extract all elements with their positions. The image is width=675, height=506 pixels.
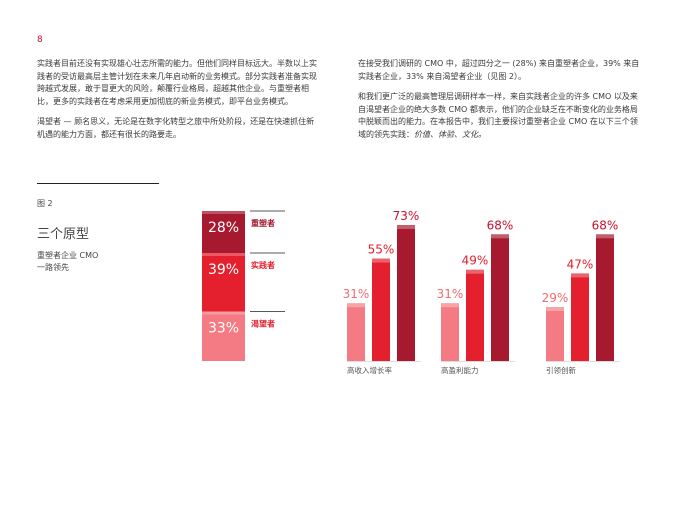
section-divider: [37, 183, 159, 184]
page-number: 8: [37, 35, 43, 45]
bar-band-2-2: [466, 269, 484, 274]
bar-band-1-2: [372, 258, 390, 263]
right-paragraph-2-emphasis: 价值、体验、文化。: [414, 129, 486, 139]
figure-label: 图 2: [37, 199, 53, 208]
bar-value-label-2-1: 31%: [437, 287, 464, 301]
group-category-label-3: 引领创新: [546, 365, 576, 375]
figure-subtitle-line-1: 重塑者企业 CMO: [37, 251, 99, 260]
figure-subtitle-line-2: 一路领先: [37, 263, 69, 272]
right-paragraph-2-text: 和我们更广泛的最高管理层调研样本一样，来自实践者企业的许多 CMO 以及来自渴望…: [358, 92, 638, 139]
bar-band-3-3: [596, 234, 614, 239]
stack-value-label-1: 28%: [208, 220, 239, 236]
stack-segment-band-1: [202, 211, 245, 214]
bar-3-2: [571, 273, 589, 361]
group-category-label-2: 高盈利能力: [441, 365, 479, 375]
bar-value-label-1-2: 55%: [368, 243, 395, 257]
left-paragraph-1: 实践者目前还没有实现雄心壮志所需的能力。但他们同样目标远大。半数以上实践者的受访…: [37, 59, 317, 106]
bar-value-label-2-3: 68%: [487, 218, 514, 232]
bar-value-label-1-1: 31%: [343, 287, 370, 301]
bar-3-3: [596, 234, 614, 361]
stack-segment-band-2: [202, 253, 245, 256]
bar-value-label-3-2: 47%: [567, 257, 594, 271]
stack-category-label-2: 实践者: [251, 260, 275, 270]
bar-1-1: [347, 303, 365, 361]
figure-title: 三个原型: [37, 227, 90, 242]
stack-segment-1: [202, 211, 245, 253]
bar-band-2-1: [441, 303, 459, 308]
right-paragraph-2: 和我们更广泛的最高管理层调研样本一样，来自实践者企业的许多 CMO 以及来自渴望…: [358, 91, 640, 141]
bar-2-1: [441, 303, 459, 361]
bar-value-label-2-2: 49%: [462, 254, 489, 268]
bar-band-1-3: [397, 225, 415, 229]
bar-value-label-3-1: 29%: [542, 291, 569, 305]
stack-value-label-3: 33%: [208, 321, 239, 337]
stack-segment-2: [202, 253, 245, 312]
bar-2-3: [491, 234, 509, 361]
bar-band-3-1: [546, 307, 564, 311]
bar-band-3-2: [571, 273, 589, 278]
stack-category-label-3: 渴望者: [251, 319, 275, 329]
stack-segment-band-3: [202, 311, 245, 315]
figure-subtitle: 重塑者企业 CMO 一路领先: [37, 250, 157, 274]
stack-value-label-2: 39%: [208, 262, 239, 278]
left-paragraph-2: 渴望者 — 顾名思义，无论是在数字化转型之旅中所处阶段，还是在快速抓住新机遇的能…: [37, 117, 315, 139]
bar-1-2: [372, 258, 390, 361]
bar-band-2-3: [491, 234, 509, 239]
group-category-label-1: 高收入增长率: [347, 365, 392, 375]
bar-1-3: [397, 225, 415, 361]
bar-2-2: [466, 269, 484, 361]
bar-band-1-1: [347, 303, 365, 308]
bar-value-label-3-3: 68%: [592, 218, 619, 232]
bar-3-1: [546, 307, 564, 361]
bar-value-label-1-3: 73%: [393, 209, 420, 223]
right-column: 在接受我们调研的 CMO 中，超过四分之一 (28%) 来自重塑者企业，39% …: [358, 58, 640, 150]
left-column: 实践者目前还没有实现雄心壮志所需的能力。但他们同样目标远大。半数以上实践者的受访…: [37, 58, 322, 150]
right-paragraph-1: 在接受我们调研的 CMO 中，超过四分之一 (28%) 来自重塑者企业，39% …: [358, 59, 640, 81]
stack-segment-3: [202, 311, 245, 361]
stack-category-label-1: 重塑者: [251, 218, 275, 228]
